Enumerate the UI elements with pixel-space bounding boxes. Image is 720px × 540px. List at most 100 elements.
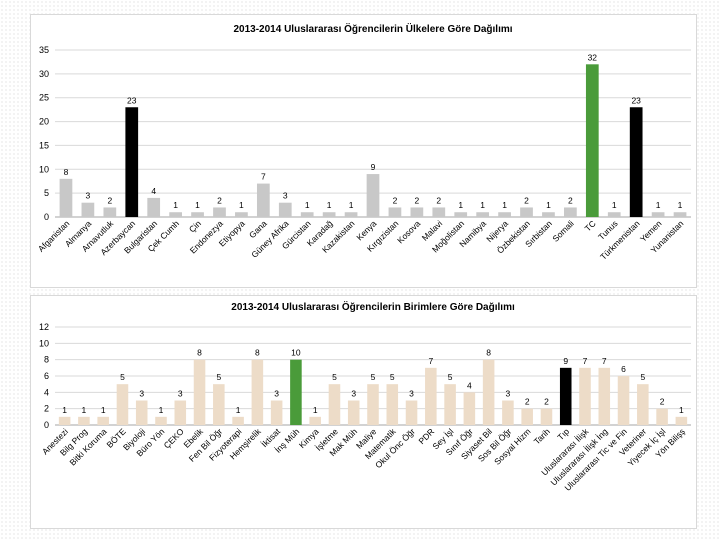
unit-chart-bar	[598, 367, 611, 425]
unit-chart-y-tick-label: 2	[44, 404, 49, 414]
country-chart-data-label: 2	[568, 195, 573, 205]
country-chart-data-label: 1	[173, 200, 178, 210]
unit-chart-bar	[290, 359, 302, 425]
unit-chart-data-label: 5	[390, 372, 395, 382]
country-chart-y-tick-label: 35	[39, 45, 49, 55]
unit-chart-y-tick-label: 6	[44, 371, 49, 381]
unit-chart-bar	[617, 376, 630, 425]
country-chart-data-label: 1	[239, 200, 244, 210]
unit-chart-data-label: 5	[640, 372, 645, 382]
country-chart-bar	[410, 207, 424, 217]
country-chart-data-label: 2	[393, 195, 398, 205]
unit-chart-data-label: 8	[255, 348, 260, 358]
country-chart-category-label: Çin	[187, 218, 203, 234]
unit-chart-bar	[579, 367, 591, 425]
country-chart-title: 2013-2014 Uluslararası Öğrencilerin Ülke…	[233, 22, 512, 35]
unit-chart-data-label: 5	[332, 372, 337, 382]
country-chart-data-label: 1	[195, 200, 200, 210]
unit-chart-data-label: 1	[313, 405, 318, 415]
unit-chart-category-label: Tarih	[532, 426, 552, 446]
unit-chart-bar	[463, 392, 476, 425]
unit-chart-data-label: 3	[178, 389, 183, 399]
country-chart-bar	[366, 174, 380, 217]
unit-chart-data-label: 5	[371, 372, 376, 382]
unit-chart-data-label: 7	[602, 356, 607, 366]
country-chart-bar	[169, 212, 182, 217]
unit-chart-bar	[116, 384, 129, 425]
unit-chart-data-label: 6	[621, 364, 626, 374]
unit-chart-bar	[309, 416, 321, 425]
unit-chart-data-label: 1	[159, 405, 164, 415]
unit-chart-svg: 2013-2014 Uluslararası Öğrencilerin Biri…	[39, 300, 691, 493]
country-chart-category-label: Kosova	[395, 218, 422, 245]
unit-chart-bar	[502, 400, 514, 425]
unit-chart-bar	[213, 384, 225, 425]
country-chart-data-label: 8	[64, 167, 69, 177]
country-chart-category-label: TC	[583, 218, 598, 233]
unit-chart-bar	[444, 384, 456, 425]
unit-chart-data-label: 1	[101, 405, 106, 415]
unit-chart-bar	[675, 416, 688, 425]
country-chart-bar	[585, 64, 599, 217]
unit-chart-data-label: 9	[563, 356, 568, 366]
unit-chart-data-label: 3	[139, 389, 144, 399]
country-chart-data-label: 1	[678, 200, 683, 210]
unit-chart-data-label: 3	[351, 389, 356, 399]
country-chart-bar	[454, 212, 468, 217]
unit-chart-data-label: 2	[525, 397, 530, 407]
unit-chart-data-label: 3	[506, 389, 511, 399]
country-chart-data-label: 32	[588, 52, 598, 62]
country-chart-bar	[213, 207, 226, 217]
country-chart-data-label: 1	[349, 200, 354, 210]
country-chart-bar	[498, 212, 511, 217]
unit-chart-bar	[386, 384, 399, 425]
country-chart-bar	[278, 202, 292, 217]
country-chart-data-label: 1	[327, 200, 332, 210]
country-chart-y-tick-label: 10	[39, 164, 49, 174]
country-chart-y-tick-label: 30	[39, 69, 49, 79]
unit-chart-data-label: 3	[409, 389, 414, 399]
country-chart-bar	[651, 212, 665, 217]
unit-distribution-chart: 2013-2014 Uluslararası Öğrencilerin Biri…	[30, 295, 697, 529]
country-chart-data-label: 1	[458, 200, 463, 210]
country-chart-bar	[520, 207, 533, 217]
country-chart-data-label: 2	[436, 195, 441, 205]
unit-chart-bar	[155, 416, 167, 425]
unit-chart-bar	[656, 408, 668, 425]
unit-chart-data-label: 2	[544, 397, 549, 407]
country-chart-bar	[235, 212, 248, 217]
unit-chart-title: 2013-2014 Uluslararası Öğrencilerin Biri…	[231, 300, 515, 313]
unit-chart-data-label: 1	[679, 405, 684, 415]
unit-chart-y-tick-label: 10	[39, 338, 49, 348]
unit-chart-data-label: 2	[660, 397, 665, 407]
unit-chart-data-label: 5	[216, 372, 221, 382]
unit-chart-data-label: 4	[467, 380, 472, 390]
country-chart-data-label: 1	[480, 200, 485, 210]
unit-chart-bar	[174, 400, 187, 425]
country-chart-bar	[388, 207, 402, 217]
unit-chart-bar	[405, 400, 418, 425]
country-chart-category-label: Somali	[550, 218, 576, 244]
country-chart-y-tick-label: 20	[39, 117, 49, 127]
unit-chart-data-label: 7	[428, 356, 433, 366]
unit-chart-bar	[58, 416, 71, 425]
country-chart-bar	[256, 183, 270, 217]
country-chart-y-tick-label: 0	[44, 212, 49, 222]
unit-chart-data-label: 5	[120, 372, 125, 382]
country-chart-data-label: 23	[127, 95, 137, 105]
country-chart-data-label: 1	[612, 200, 617, 210]
country-chart-bar	[300, 212, 314, 217]
unit-chart-data-label: 1	[236, 405, 241, 415]
country-chart-bar	[322, 212, 336, 217]
country-chart-bar	[191, 212, 204, 217]
unit-chart-bar	[193, 359, 206, 425]
country-chart-data-label: 2	[414, 195, 419, 205]
unit-chart-bar	[521, 408, 533, 425]
country-chart-bar	[476, 212, 490, 217]
country-chart-svg: 2013-2014 Uluslararası Öğrencilerin Ülke…	[36, 22, 691, 262]
country-chart-y-tick-label: 25	[39, 93, 49, 103]
unit-chart-bar	[559, 367, 572, 425]
unit-chart-bar	[78, 416, 90, 425]
country-chart-bar	[147, 197, 161, 217]
unit-chart-y-tick-label: 8	[44, 355, 49, 365]
